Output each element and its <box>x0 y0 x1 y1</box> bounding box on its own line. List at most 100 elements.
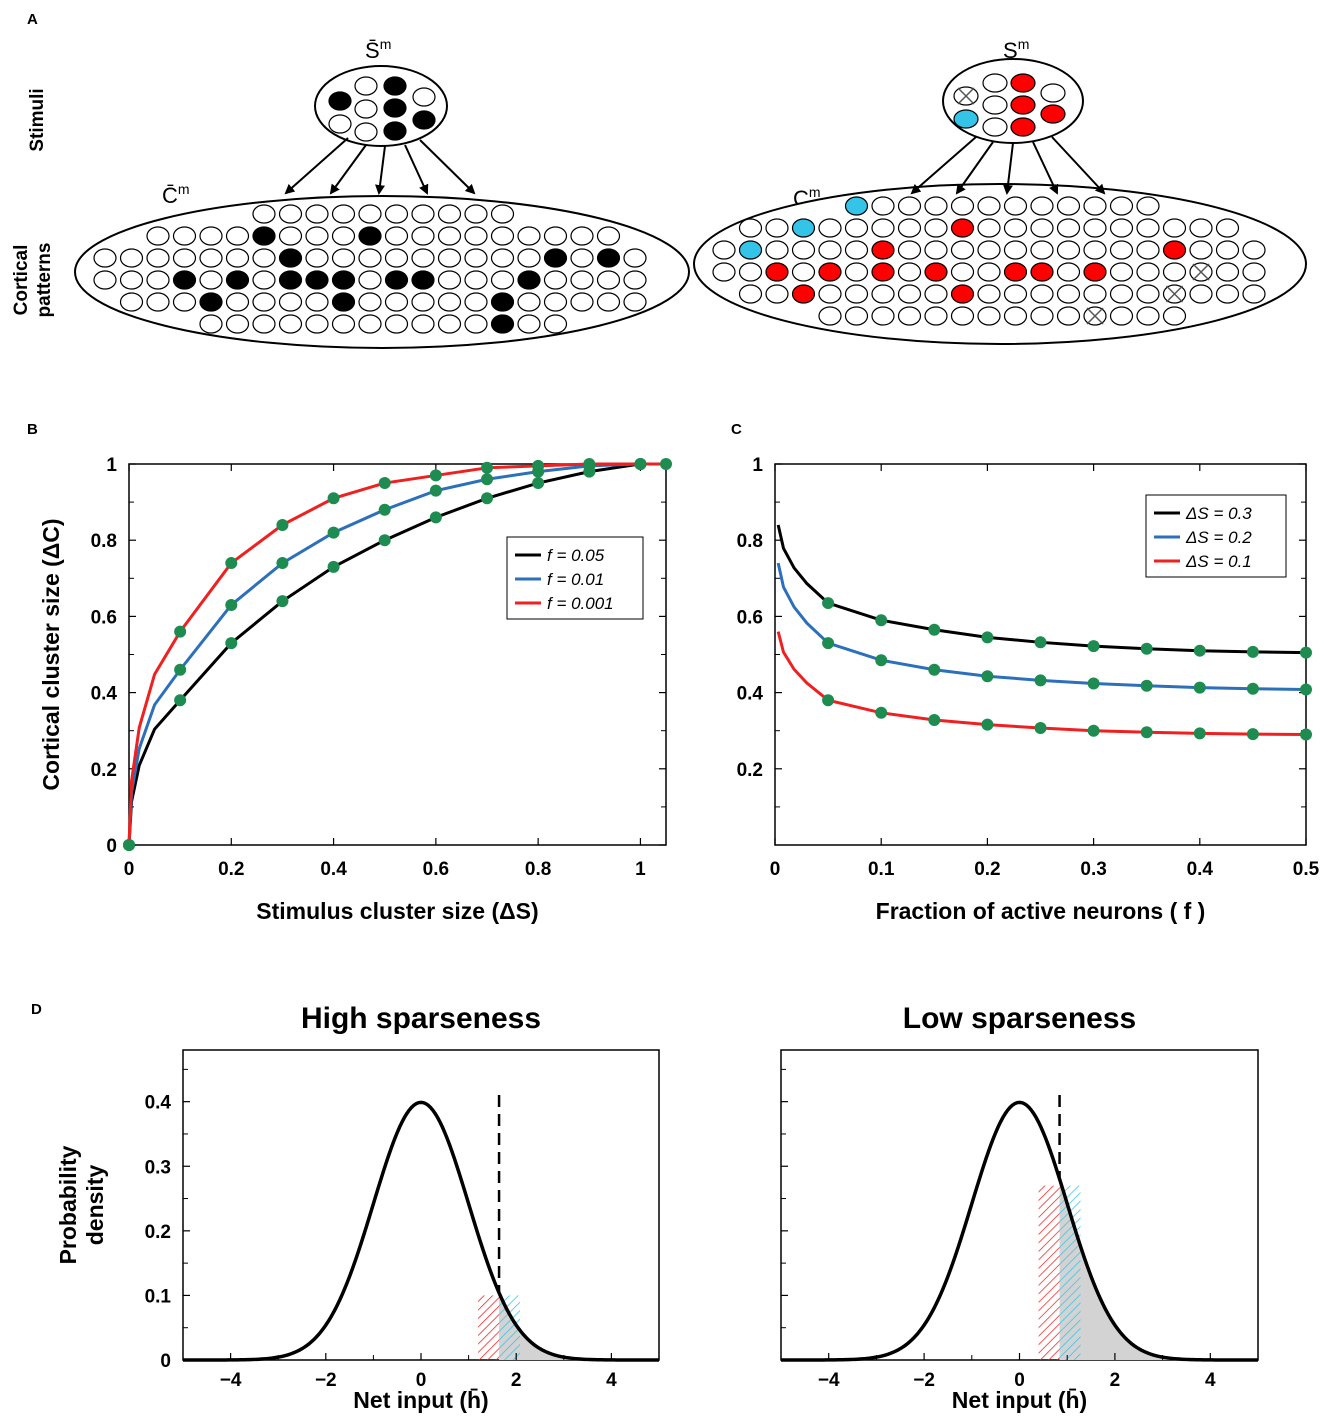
neuron <box>871 240 895 260</box>
data-point <box>1193 644 1206 657</box>
legend-label: ΔS = 0.2 <box>1185 528 1252 547</box>
neuron <box>199 314 223 334</box>
neuron <box>897 262 922 282</box>
neuron <box>411 292 435 312</box>
neuron <box>818 284 842 304</box>
chart-b: 0 0.2 0.4 0.6 0.8 1 0 0.2 0.4 0.6 0.8 1 f = 0.05 f = … <box>38 455 672 924</box>
data-point <box>276 518 289 531</box>
neuron <box>1056 196 1081 216</box>
left-cortex-ellipse <box>74 195 690 349</box>
neuron <box>977 262 1001 282</box>
neuron <box>358 226 382 246</box>
neuron <box>1109 218 1134 238</box>
neuron <box>437 314 462 334</box>
neuron <box>791 240 816 260</box>
neuron <box>278 248 303 268</box>
neuron <box>383 98 407 118</box>
neuron <box>1030 240 1054 260</box>
neuron <box>1056 218 1081 238</box>
plot-frame <box>182 1049 660 1361</box>
neuron <box>1083 240 1107 260</box>
x-tick-label: 0.1 <box>868 859 895 880</box>
neuron <box>1003 306 1028 326</box>
neuron <box>437 248 462 268</box>
chart-c: 0 0.1 0.2 0.3 0.4 0.5 0.2 0.4 0.6 0.8 1 ΔS = 0.3 ΔS … <box>737 455 1320 924</box>
data-point <box>1246 728 1259 741</box>
neuron <box>871 218 895 238</box>
legend-label: ΔS = 0.1 <box>1185 552 1252 571</box>
data-point <box>276 595 289 608</box>
neuron <box>1215 218 1240 238</box>
neuron <box>596 248 621 268</box>
neuron <box>328 114 352 134</box>
neuron <box>172 248 197 268</box>
neuron <box>1003 218 1028 238</box>
neuron <box>871 306 895 326</box>
neuron <box>950 284 975 304</box>
y-tick-label: 1 <box>752 455 763 476</box>
neuron <box>596 226 621 246</box>
neuron <box>897 218 922 238</box>
data-point <box>532 459 545 472</box>
neuron <box>570 292 594 312</box>
neuron <box>331 292 356 312</box>
neuron <box>712 240 736 260</box>
neuron <box>1136 306 1160 326</box>
neuron <box>252 292 276 312</box>
y-tick-label: 1 <box>106 455 117 476</box>
neuron <box>924 306 948 326</box>
data-point <box>429 484 442 497</box>
neuron <box>623 292 647 312</box>
legend-label: f = 0.05 <box>547 546 605 565</box>
neuron <box>517 314 541 334</box>
neuron <box>1083 218 1107 238</box>
neuron <box>1040 83 1066 103</box>
neuron <box>1003 240 1028 260</box>
neuron <box>278 292 303 312</box>
data-point <box>634 458 647 470</box>
neuron <box>490 314 515 334</box>
neuron <box>331 248 356 268</box>
neuron <box>950 218 975 238</box>
data-point <box>928 663 941 676</box>
density-curve <box>781 1100 1258 1362</box>
neuron <box>1242 262 1266 282</box>
neuron <box>305 270 329 290</box>
neuron <box>596 270 621 290</box>
y-tick-label: 0 <box>106 836 117 857</box>
neuron <box>464 204 488 224</box>
neuron <box>1056 262 1081 282</box>
neuron <box>1010 117 1036 137</box>
neuron <box>543 226 568 246</box>
x-tick-label: 0.2 <box>218 859 244 880</box>
neuron <box>1056 284 1081 304</box>
data-point <box>481 473 493 486</box>
x-tick-label: 0.4 <box>320 859 347 880</box>
neuron <box>517 270 541 290</box>
neuron <box>570 270 594 290</box>
neuron <box>305 226 329 246</box>
neuron <box>818 306 842 326</box>
neuron <box>225 248 250 268</box>
neuron <box>765 262 789 282</box>
neuron <box>1136 218 1160 238</box>
data-point <box>1140 679 1153 692</box>
y-tick-label: 0.8 <box>91 531 117 552</box>
red-hatched-band <box>1038 1185 1060 1360</box>
data-point <box>481 461 493 474</box>
x-tick-label: 4 <box>1205 1370 1216 1391</box>
left-cortex-label: C̄m <box>162 181 190 208</box>
chart-d-high-sparseness: High sparseness −4 −2 0 2 4 0 0.1 0.2 0.3 0.4 Net i… <box>55 1002 660 1413</box>
neuron <box>897 196 922 216</box>
data-point <box>981 631 994 644</box>
neuron <box>146 248 170 268</box>
left-stim-label: S̄m <box>365 36 391 63</box>
neuron <box>1162 218 1187 238</box>
neuron <box>1056 240 1081 260</box>
neuron <box>1010 73 1036 93</box>
neuron <box>358 248 382 268</box>
neuron <box>1030 196 1054 216</box>
data-point <box>1300 728 1312 741</box>
series-line <box>776 562 1307 692</box>
neuron <box>331 226 356 246</box>
